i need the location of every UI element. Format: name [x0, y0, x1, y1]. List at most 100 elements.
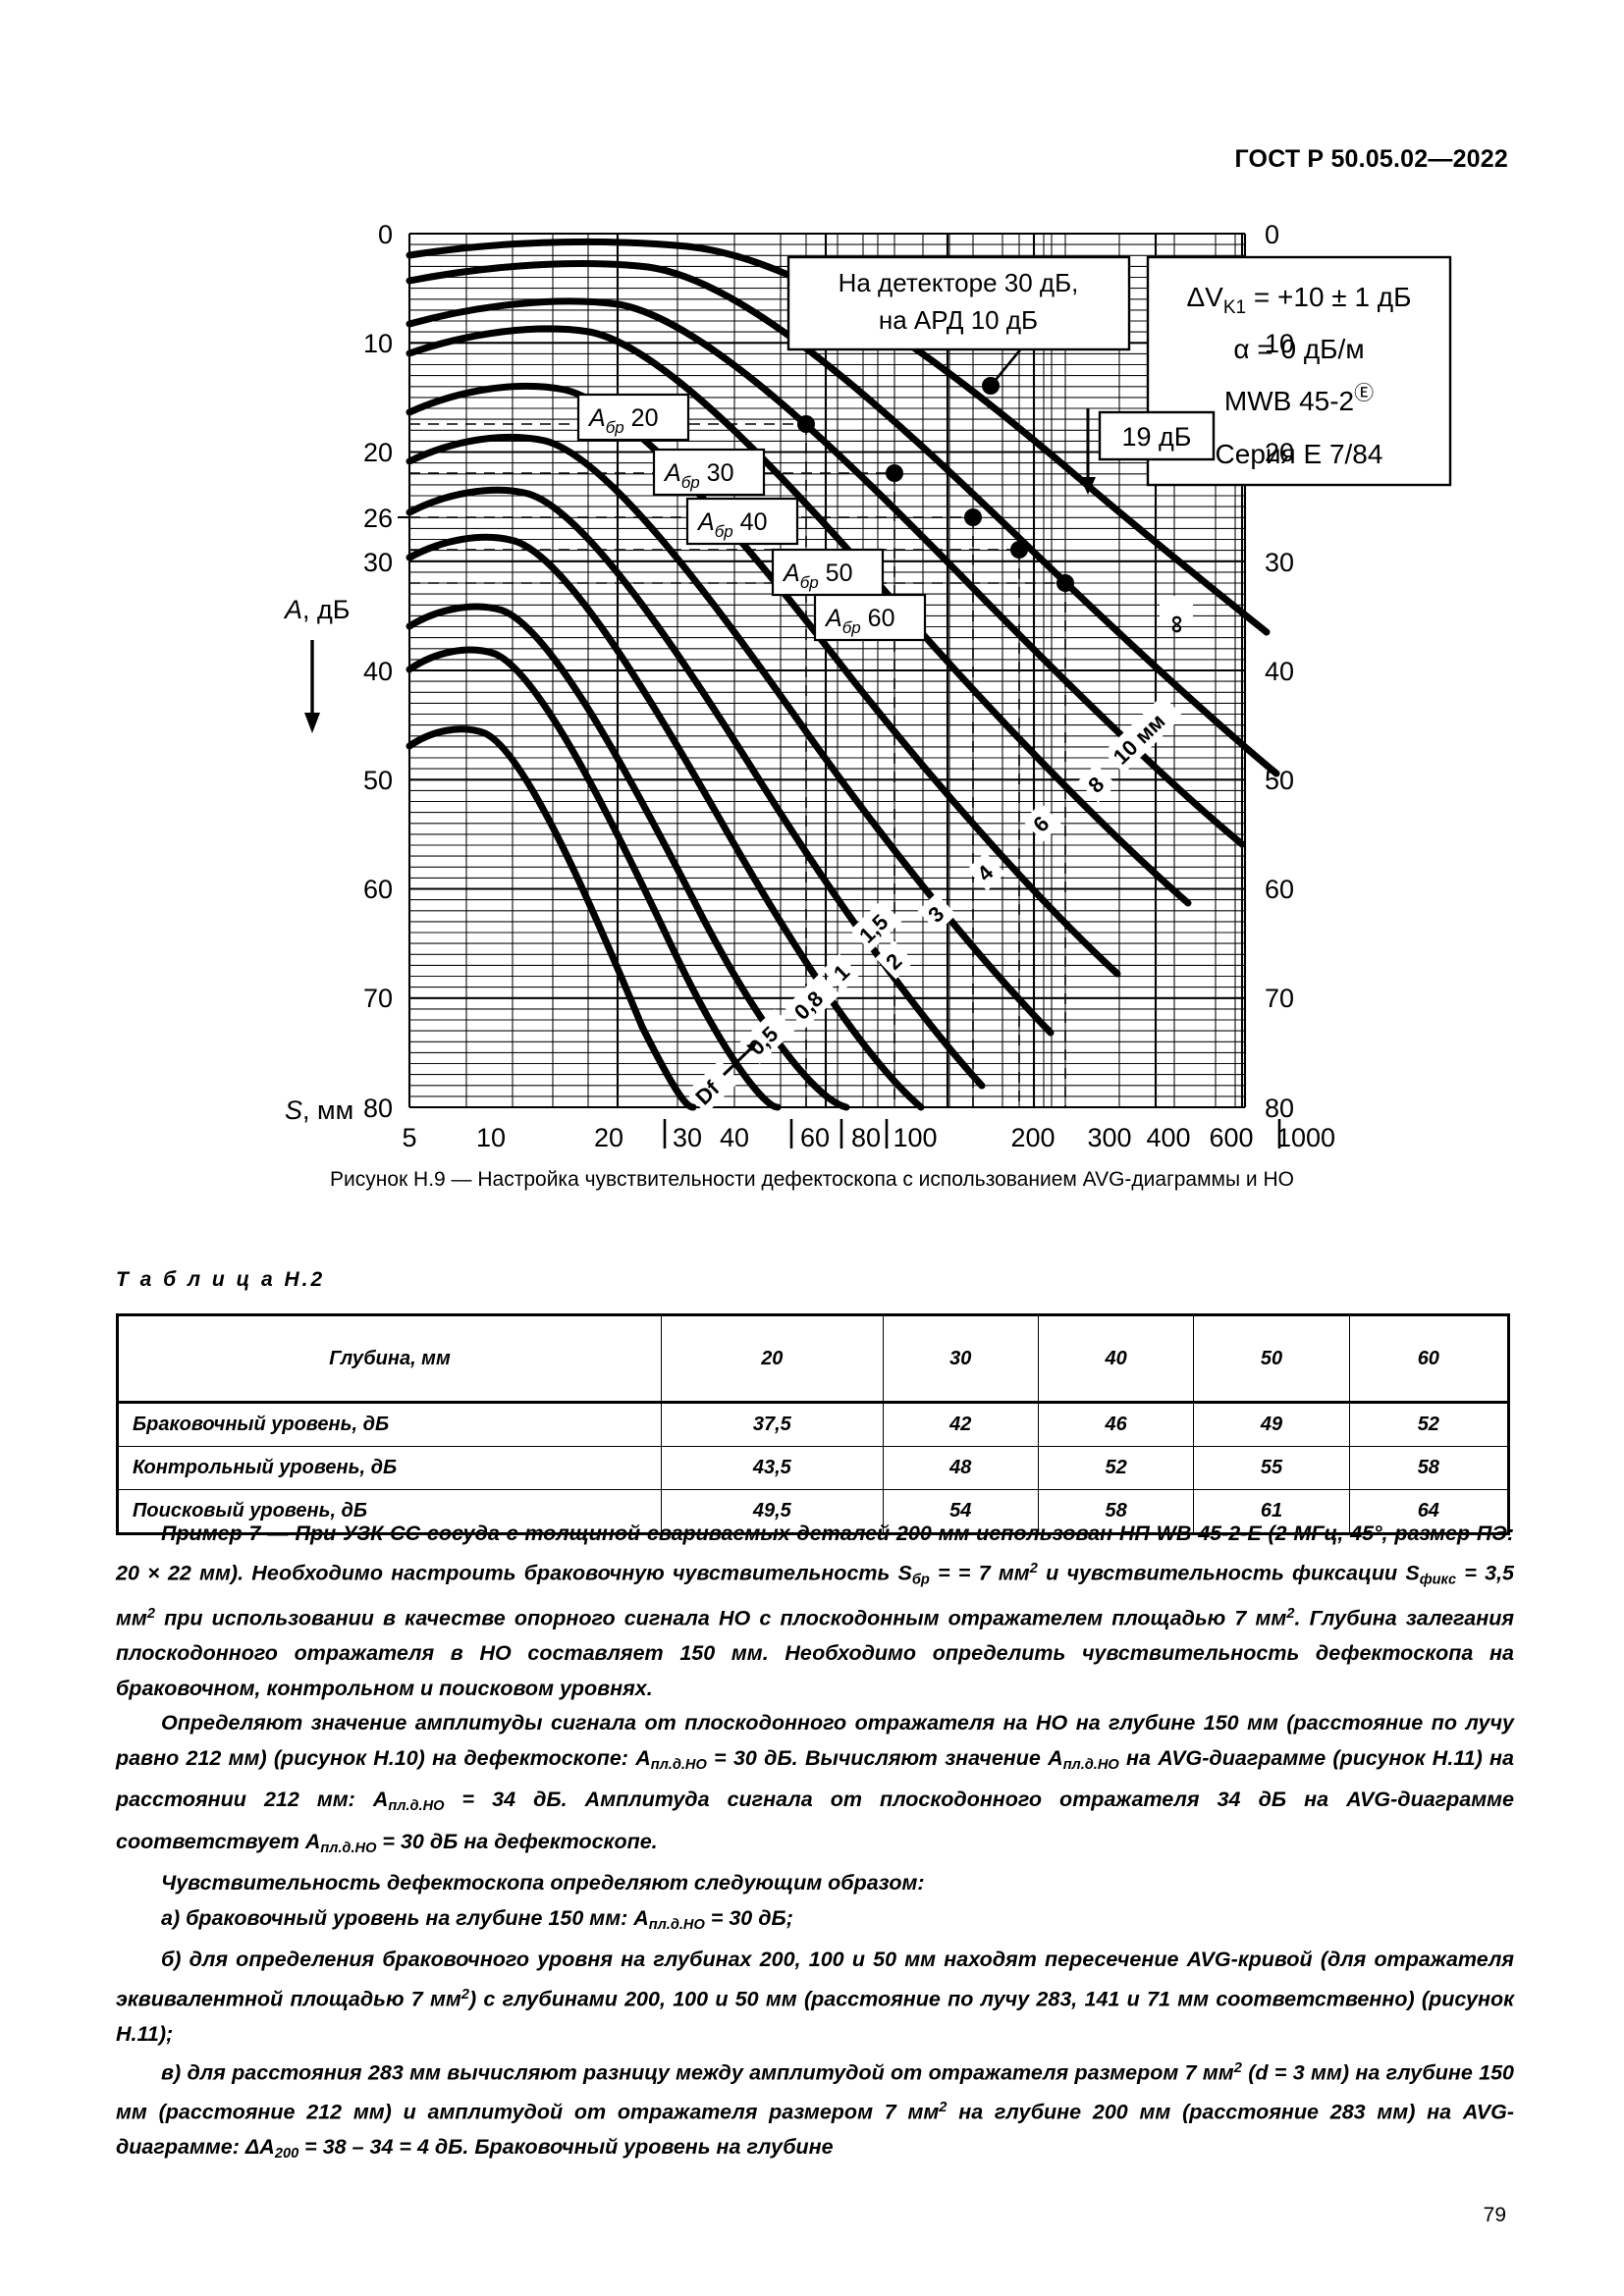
row-value: 49: [1193, 1402, 1350, 1447]
row-value: 54: [882, 1489, 1039, 1535]
p6-a: в) для расстояния 283 мм вычисляют разни…: [161, 2060, 1234, 2085]
table-header-cell-5: 60: [1348, 1313, 1511, 1404]
p2-sub4: пл.д.НО: [320, 1840, 377, 1856]
row-value: 43,5: [661, 1446, 884, 1490]
p6-sub: 200: [274, 2145, 299, 2162]
p2-a: Определяют значение амплитуды сигнала от…: [116, 1711, 1514, 1770]
svg-text:400: 400: [1146, 1123, 1190, 1152]
svg-text:S, мм: S, мм: [285, 1095, 353, 1125]
p1-sup2: 2: [146, 1606, 155, 1623]
p2-e: = 30 дБ на дефектоскопе.: [376, 1829, 658, 1853]
legend-box: ΔVK1 = +10 ± 1 дБ α = 0 дБ/м MWB 45-2Ⓔ С…: [1146, 255, 1452, 487]
p6-c: на глубине 200 мм (расстояние 283 мм) на…: [116, 2100, 1514, 2159]
table-header-cell-0: Глубина, мм: [116, 1313, 662, 1404]
svg-text:50: 50: [363, 766, 393, 795]
svg-text:70: 70: [1265, 984, 1294, 1013]
figure-avg-diagram: 10 мм 8 6 4 3 2: [0, 216, 1624, 1158]
svg-text:ΔVK1 = +10 ± 1 дБ: ΔVK1 = +10 ± 1 дБ: [1186, 282, 1411, 318]
p1-sup3: 2: [1286, 1606, 1295, 1623]
svg-text:0: 0: [378, 220, 393, 249]
table-row: Контрольный уровень, дБ 43,5 48 52 55 58: [116, 1446, 1511, 1490]
table-title: Т а б л и ц а Н.2: [116, 1268, 326, 1291]
p6-sup2: 2: [939, 2100, 947, 2116]
svg-text:30: 30: [673, 1123, 702, 1152]
body-text: Пример 7 — При УЗК СС сосуда с толщиной …: [116, 1517, 1514, 2171]
svg-text:60: 60: [363, 875, 393, 904]
paragraph-item-b: б) для определения браковочного уровня н…: [116, 1943, 1514, 2052]
row-value: 52: [1348, 1402, 1511, 1447]
row-value: 58: [1037, 1489, 1195, 1535]
y-axis-right: 0 10 20 30 40 50 60 70 80: [1265, 220, 1294, 1123]
avg-chart-svg: 10 мм 8 6 4 3 2: [283, 220, 1452, 1152]
x-axis-ticks-primary: 5 10 20 30 40 60 80 100 200 300 400 600 …: [402, 1123, 1335, 1152]
paragraph-item-a: а) браковочный уровень на глубине 150 мм…: [116, 1901, 1514, 1944]
p1-a: Пример 7 — При УЗК СС сосуда с толщиной …: [116, 1522, 1514, 1584]
p2-sub2: пл.д.НО: [1062, 1756, 1119, 1773]
p1-f: . Глубина залегания плоскодонного отража…: [116, 1606, 1514, 1700]
svg-text:Aбр 60: Aбр 60: [824, 605, 894, 637]
p1-sub2: фикс: [1419, 1571, 1457, 1587]
callout-abr-20: Aбр 20: [576, 393, 690, 442]
row-value: 58: [1348, 1446, 1511, 1490]
svg-text:80: 80: [851, 1123, 881, 1152]
svg-text:26: 26: [363, 504, 393, 533]
y-axis-left: 0 10 20 26 30 40 50 60 70 80: [363, 220, 409, 1123]
row-value: 48: [882, 1446, 1039, 1490]
svg-text:0: 0: [1265, 220, 1279, 249]
svg-text:MWB 45-2Ⓔ: MWB 45-2Ⓔ: [1224, 382, 1374, 416]
table-row: Браковочный уровень, дБ 37,5 42 46 49 52: [116, 1402, 1511, 1447]
svg-text:20: 20: [1265, 438, 1294, 467]
svg-text:60: 60: [1265, 875, 1294, 904]
callout-abr-60: Aбр 60: [813, 593, 927, 642]
svg-text:Aбр 40: Aбр 40: [696, 508, 767, 541]
svg-text:600: 600: [1209, 1123, 1253, 1152]
svg-text:на АРД 10 дБ: на АРД 10 дБ: [879, 305, 1038, 335]
table-header-row: Глубина, мм 20 30 40 50 60: [116, 1313, 1511, 1404]
table-header-cell-4: 50: [1193, 1313, 1350, 1404]
db-arrow-head: [1080, 477, 1096, 495]
p6-d: = 38 – 34 = 4 дБ. Браковочный уровень на…: [298, 2134, 834, 2159]
svg-text:70: 70: [363, 984, 393, 1013]
p1-sub1: бр: [911, 1571, 930, 1587]
callout-19db: 19 дБ: [1098, 410, 1216, 461]
svg-text:100: 100: [893, 1123, 937, 1152]
callout-abr-40: Aбр 40: [685, 497, 799, 546]
row-label: Контрольный уровень, дБ: [116, 1446, 662, 1490]
svg-text:300: 300: [1087, 1123, 1131, 1152]
x-axis-title: S, мм: [285, 1095, 353, 1125]
table-h2: Глубина, мм 20 30 40 50 60 Браковочный у…: [116, 1313, 1511, 1535]
p1-sup1: 2: [1029, 1560, 1038, 1576]
svg-text:A, дБ: A, дБ: [283, 595, 351, 624]
row-value: 61: [1193, 1489, 1350, 1535]
svg-text:60: 60: [800, 1123, 830, 1152]
page-number: 79: [1483, 2204, 1506, 2226]
x-axis-tick-marks: [663, 1119, 1281, 1148]
callout-abr-30: Aбр 30: [652, 448, 766, 497]
svg-text:40: 40: [1265, 657, 1294, 686]
p2-c: на AVG-диаграмме (рисунок Н.11) на расст…: [116, 1745, 1515, 1812]
row-value: 42: [882, 1402, 1039, 1447]
svg-text:19 дБ: 19 дБ: [1121, 422, 1191, 452]
svg-text:На детекторе 30 дБ,: На детекторе 30 дБ,: [839, 268, 1079, 297]
svg-text:10: 10: [476, 1123, 506, 1152]
svg-text:Aбр 30: Aбр 30: [663, 459, 733, 492]
p4-sub: пл.д.НО: [648, 1916, 705, 1933]
svg-text:20: 20: [363, 438, 393, 467]
p2-sub1: пл.д.НО: [650, 1756, 707, 1773]
p6-sup1: 2: [1233, 2060, 1242, 2077]
figure-caption: Рисунок Н.9 — Настройка чувствительности…: [330, 1168, 1294, 1191]
row-value: 55: [1193, 1446, 1350, 1490]
svg-text:Aбр 50: Aбр 50: [782, 560, 852, 592]
p4-a: а) браковочный уровень на глубине 150 мм…: [161, 1905, 649, 1930]
table-header-cell-1: 20: [661, 1313, 884, 1404]
p1-b: = = 7 мм: [929, 1560, 1030, 1584]
row-value: 52: [1037, 1446, 1195, 1490]
paragraph-example-7: Пример 7 — При УЗК СС сосуда с толщиной …: [116, 1517, 1514, 1706]
svg-text:80: 80: [1265, 1094, 1294, 1123]
table-header-cell-3: 40: [1037, 1313, 1195, 1404]
p5-sup: 2: [460, 1986, 469, 2002]
svg-text:80: 80: [363, 1094, 393, 1123]
svg-text:20: 20: [594, 1123, 623, 1152]
svg-text:30: 30: [363, 548, 393, 577]
